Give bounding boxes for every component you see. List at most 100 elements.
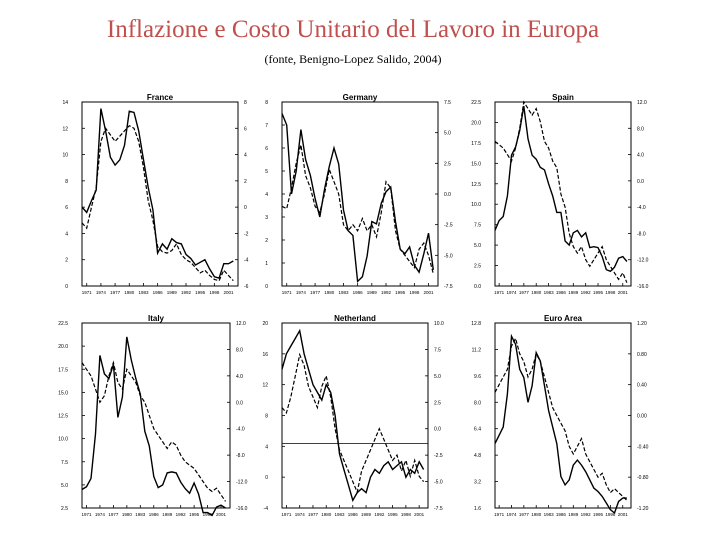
panel-6-xtick-label: 1980 xyxy=(531,512,542,517)
panel-5-ytick-left-label: 0 xyxy=(265,475,268,481)
panel-2-xtick-label: 1980 xyxy=(324,290,335,295)
panel-1-ytick-left-label: 12 xyxy=(62,126,68,132)
panel-5-title: Netherland xyxy=(334,314,376,323)
panel-2-ytick-left-label: 0 xyxy=(265,284,268,290)
panel-5-ytick-left-label: 16 xyxy=(262,352,268,358)
panel-6-xtick-label: 1977 xyxy=(519,512,530,517)
panel-4-series-ulc-line xyxy=(81,360,226,502)
panel-3-ytick-right-label: 0.0 xyxy=(637,179,644,185)
panel-4-ytick-left-label: 2.5 xyxy=(61,506,68,512)
panel-1-xtick-label: 1998 xyxy=(209,290,220,295)
panel-3-ytick-left-label: 15.0 xyxy=(471,161,481,167)
panel-6-xtick-label: 2001 xyxy=(618,512,629,517)
panel-2-ytick-left-label: 5 xyxy=(265,169,268,175)
panel-1-xtick-label: 1977 xyxy=(110,290,121,295)
panel-5-xtick-label: 1989 xyxy=(361,512,372,517)
panel-1-series-inflation-line xyxy=(81,108,234,279)
panel-1-xtick-label: 1992 xyxy=(181,290,192,295)
panel-2-ytick-left-label: 7 xyxy=(265,123,268,129)
panel-3-ytick-left-label: 12.5 xyxy=(471,182,481,188)
panel-1-ytick-left-label: 4 xyxy=(65,231,68,237)
panel-4-ytick-left-label: 20.0 xyxy=(58,344,68,350)
panel-6-xtick-label: 1992 xyxy=(581,512,592,517)
panel-3-ytick-left-label: 20.0 xyxy=(471,120,481,126)
panel-3-ytick-right-label: 8.0 xyxy=(637,126,644,132)
panel-6-ytick-left-label: 4.8 xyxy=(474,453,481,459)
panel-1-ytick-left-label: 14 xyxy=(62,100,68,106)
panel-5-ytick-right-label: 10.0 xyxy=(434,321,444,327)
panel-3-ytick-left-label: 5.0 xyxy=(474,243,481,249)
panel-1-title: France xyxy=(147,93,174,102)
panel-1-ytick-right-label: -4 xyxy=(244,258,249,264)
panel-1-xtick-label: 2001 xyxy=(224,290,235,295)
panel-2-ytick-left-label: 6 xyxy=(265,146,268,152)
panel-3-ytick-right-label: 12.0 xyxy=(637,100,647,106)
panel-2-xtick-label: 1998 xyxy=(409,290,420,295)
panel-4-ytick-right-label: 4.0 xyxy=(236,374,243,380)
panel-4-xtick-label: 1977 xyxy=(108,512,119,517)
panel-3-xtick-label: 1992 xyxy=(581,290,592,295)
panel-5-ytick-left-label: 20 xyxy=(262,321,268,327)
panel-4-ytick-right-label: -12.0 xyxy=(236,480,248,486)
panel-1-ytick-right-label: -2 xyxy=(244,231,249,237)
panel-2-ytick-left-label: 4 xyxy=(265,192,268,198)
panel-5-xtick-label: 1971 xyxy=(281,512,292,517)
panel-2-ytick-left-label: 3 xyxy=(265,215,268,221)
panel-1-xtick-label: 1971 xyxy=(82,290,93,295)
panel-3-xtick-label: 1980 xyxy=(531,290,542,295)
panel-4-ytick-right-label: -8.0 xyxy=(236,453,245,459)
panel-1-xtick-label: 1980 xyxy=(124,290,135,295)
panel-2-xtick-label: 1989 xyxy=(367,290,378,295)
panel-2-xtick-label: 1995 xyxy=(395,290,406,295)
panel-6-xtick-label: 1998 xyxy=(605,512,616,517)
panel-6-title: Euro Area xyxy=(544,314,582,323)
panel-2-xtick-label: 2001 xyxy=(424,290,435,295)
panel-1-xtick-label: 1989 xyxy=(167,290,178,295)
panel-1-ytick-left-label: 0 xyxy=(65,284,68,290)
panel-6-xtick-label: 1971 xyxy=(494,512,505,517)
panel-5-series-ulc-line xyxy=(281,352,425,495)
panel-3-ytick-right-label: -8.0 xyxy=(637,231,646,237)
panel-3-ytick-left-label: 10.0 xyxy=(471,202,481,208)
panel-1-ytick-right-label: 2 xyxy=(244,179,247,185)
panel-6-ytick-right-label: 0.80 xyxy=(637,352,647,358)
panel-3-title: Spain xyxy=(552,93,574,102)
panel-1-xtick-label: 1995 xyxy=(195,290,206,295)
panel-2-ytick-left-label: 1 xyxy=(265,261,268,267)
panel-6-ytick-left-label: 12.8 xyxy=(471,321,481,327)
panel-6-series-ulc-line xyxy=(494,336,628,501)
panel-2-ytick-right-label: 2.5 xyxy=(444,161,451,167)
panel-6-ytick-right-label: 0.40 xyxy=(637,383,647,389)
panel-6-ytick-left-label: 9.6 xyxy=(474,374,481,380)
panel-2-series-inflation-line xyxy=(281,113,434,283)
panel-4-xtick-label: 1986 xyxy=(149,512,160,517)
panel-5-xtick-label: 1980 xyxy=(321,512,332,517)
panel-6-series-inflation-line xyxy=(494,333,627,515)
panel-5-ytick-left-label: -4 xyxy=(264,506,269,512)
panel-2-ytick-right-label: -5.0 xyxy=(444,253,453,259)
panel-4-ytick-left-label: 17.5 xyxy=(58,367,68,373)
panel-4-xtick-label: 1995 xyxy=(189,512,200,517)
panel-4-ytick-right-label: -16.0 xyxy=(236,506,248,512)
panel-3-ytick-left-label: 2.5 xyxy=(474,264,481,270)
panel-2-xtick-label: 1977 xyxy=(310,290,321,295)
panel-5-xtick-label: 1992 xyxy=(374,512,385,517)
panel-3-ytick-right-label: -16.0 xyxy=(637,284,649,290)
panel-5-ytick-right-label: 2.5 xyxy=(434,400,441,406)
panel-5-ytick-right-label: -7.5 xyxy=(434,506,443,512)
panel-1-xtick-label: 1983 xyxy=(138,290,149,295)
panel-6-ytick-left-label: 6.4 xyxy=(474,427,481,433)
panel-6-ytick-right-label: -1.20 xyxy=(637,506,649,512)
panel-1-ytick-right-label: 4 xyxy=(244,153,247,159)
panel-2-ytick-right-label: -7.5 xyxy=(444,284,453,290)
panel-3-series-inflation-line xyxy=(494,105,628,273)
panel-1-ytick-right-label: 0 xyxy=(244,205,247,211)
panel-5-xtick-label: 1986 xyxy=(348,512,359,517)
panel-6-ytick-left-label: 1.6 xyxy=(474,506,481,512)
panel-5-xtick-label: 1995 xyxy=(388,512,399,517)
panel-4-ytick-left-label: 5.0 xyxy=(61,483,68,489)
panel-3-xtick-label: 1971 xyxy=(494,290,505,295)
panel-5-ytick-right-label: 7.5 xyxy=(434,347,441,353)
panel-1-ytick-right-label: 6 xyxy=(244,126,247,132)
